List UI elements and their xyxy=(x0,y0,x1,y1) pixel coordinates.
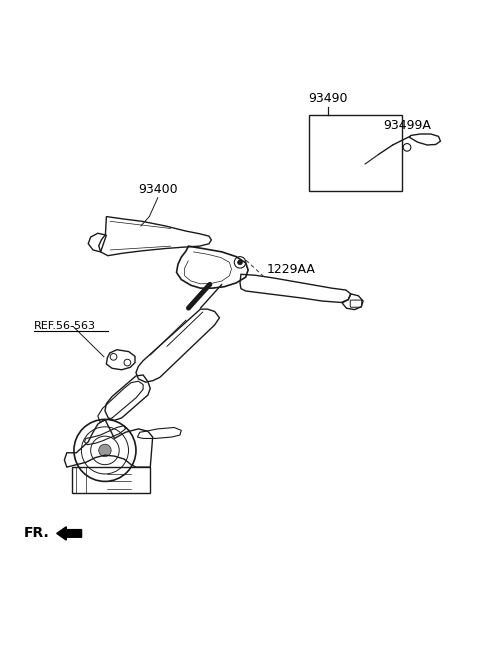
Text: 93400: 93400 xyxy=(138,183,178,196)
Text: 93499A: 93499A xyxy=(383,119,431,132)
Circle shape xyxy=(99,444,111,457)
Text: REF.56-563: REF.56-563 xyxy=(34,321,96,332)
Text: 1229AA: 1229AA xyxy=(266,263,315,275)
Circle shape xyxy=(238,260,242,264)
Text: FR.: FR. xyxy=(24,526,49,541)
FancyArrow shape xyxy=(57,527,82,540)
Bar xyxy=(309,115,402,192)
Text: 93490: 93490 xyxy=(309,92,348,105)
